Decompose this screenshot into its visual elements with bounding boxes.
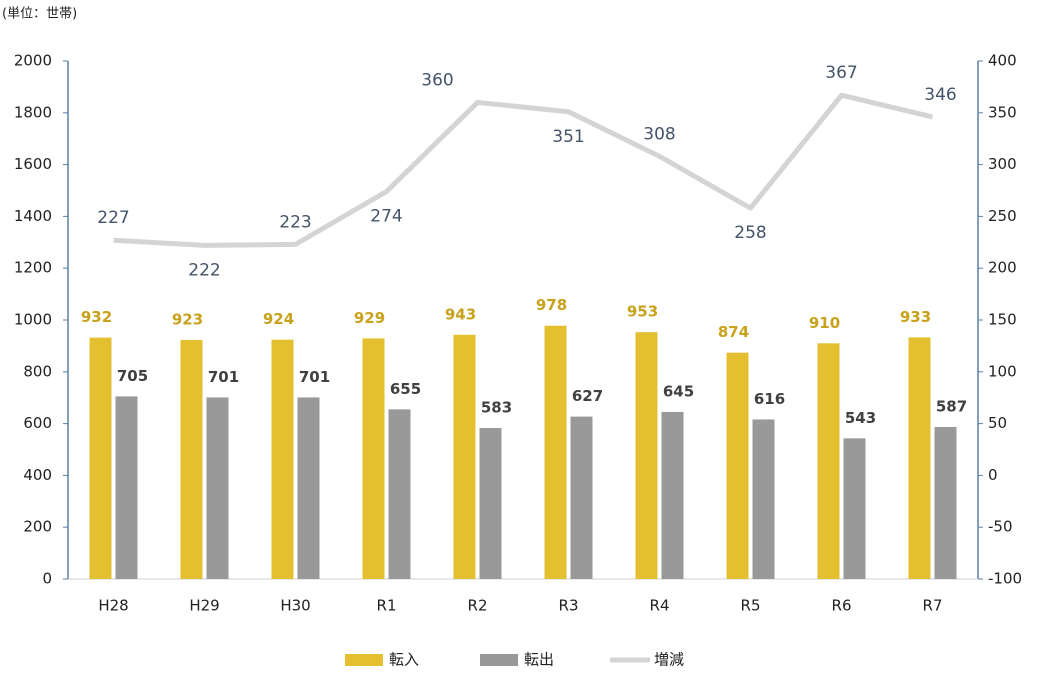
bar — [843, 438, 866, 579]
bar — [817, 343, 840, 579]
bar — [453, 334, 476, 579]
y-tick-label: 600 — [23, 414, 52, 432]
data-label: 910 — [809, 314, 840, 332]
y2-tick-label: 350 — [988, 103, 1017, 121]
data-label: 874 — [718, 323, 749, 341]
legend-swatch — [480, 654, 518, 666]
x-tick-label: R1 — [377, 597, 397, 615]
data-label: 943 — [445, 305, 476, 323]
x-tick-label: R2 — [468, 597, 488, 615]
bar — [570, 416, 593, 579]
legend-swatch — [345, 654, 383, 666]
y-tick-label: 0 — [42, 570, 52, 588]
bar — [635, 332, 658, 579]
bar — [934, 426, 957, 579]
y-tick-label: 1200 — [14, 259, 52, 277]
data-label: 978 — [536, 296, 567, 314]
data-label: 933 — [900, 308, 931, 326]
y-tick-label: 2000 — [14, 52, 52, 70]
x-tick-label: R7 — [923, 597, 943, 615]
bar — [752, 419, 775, 579]
y-tick-label: 400 — [23, 466, 52, 484]
y2-tick-label: 100 — [988, 362, 1017, 380]
y-tick-label: 800 — [23, 362, 52, 380]
data-label: 932 — [81, 308, 112, 326]
bar — [362, 338, 385, 579]
bar — [479, 428, 502, 579]
data-label: 258 — [734, 223, 766, 243]
data-label: 543 — [845, 409, 876, 427]
data-label: 705 — [117, 367, 148, 385]
bar — [388, 409, 411, 579]
bar — [115, 396, 138, 579]
chart-title: (単位：世帯) — [2, 6, 77, 22]
bar — [544, 325, 567, 579]
y2-tick-label: 250 — [988, 207, 1017, 225]
data-label: 227 — [97, 208, 129, 228]
y-tick-label: 1800 — [14, 103, 52, 121]
bar — [726, 352, 749, 579]
data-label: 701 — [299, 368, 330, 386]
data-label: 953 — [627, 303, 658, 321]
legend-label: 転出 — [524, 651, 554, 669]
y2-tick-label: 150 — [988, 311, 1017, 329]
y-tick-label: 200 — [23, 518, 52, 536]
data-label: 346 — [924, 85, 956, 105]
data-label: 308 — [643, 124, 675, 144]
legend-label: 転入 — [389, 651, 419, 669]
data-label: 923 — [172, 310, 203, 328]
y2-tick-label: 0 — [988, 466, 998, 484]
y-tick-label: 1400 — [14, 207, 52, 225]
bar — [297, 397, 320, 579]
data-label: 223 — [279, 212, 311, 232]
y2-tick-label: 200 — [988, 259, 1017, 277]
data-label: 701 — [208, 368, 239, 386]
y-tick-label: 1000 — [14, 311, 52, 329]
line — [113, 92, 934, 248]
x-tick-label: H29 — [189, 597, 219, 615]
bar — [271, 339, 294, 579]
y2-tick-label: 300 — [988, 155, 1017, 173]
data-label: 645 — [663, 382, 694, 400]
y2-tick-label: -50 — [988, 518, 1013, 536]
bar — [206, 397, 229, 579]
data-label: 367 — [825, 63, 857, 83]
data-label: 924 — [263, 310, 294, 328]
data-label: 929 — [354, 309, 385, 327]
x-tick-label: R5 — [741, 597, 761, 615]
x-tick-label: R3 — [559, 597, 579, 615]
data-label: 351 — [552, 127, 584, 147]
bar — [908, 337, 931, 579]
y2-tick-label: -100 — [988, 570, 1022, 588]
legend-label: 増減 — [654, 651, 684, 669]
x-tick-label: R6 — [832, 597, 852, 615]
bar — [661, 411, 684, 579]
x-tick-label: H30 — [280, 597, 310, 615]
data-label: 627 — [572, 387, 603, 405]
data-label: 583 — [481, 399, 512, 417]
data-label: 274 — [370, 207, 402, 227]
data-label: 587 — [936, 397, 967, 415]
bar — [89, 337, 112, 579]
y-tick-label: 1600 — [14, 155, 52, 173]
bar — [180, 339, 203, 579]
data-label: 655 — [390, 380, 421, 398]
y2-tick-label: 50 — [988, 414, 1007, 432]
data-label: 222 — [188, 260, 220, 280]
data-label: 616 — [754, 390, 785, 408]
x-tick-label: R4 — [650, 597, 670, 615]
data-label: 360 — [421, 70, 453, 90]
x-tick-label: H28 — [98, 597, 128, 615]
y2-tick-label: 400 — [988, 52, 1017, 70]
